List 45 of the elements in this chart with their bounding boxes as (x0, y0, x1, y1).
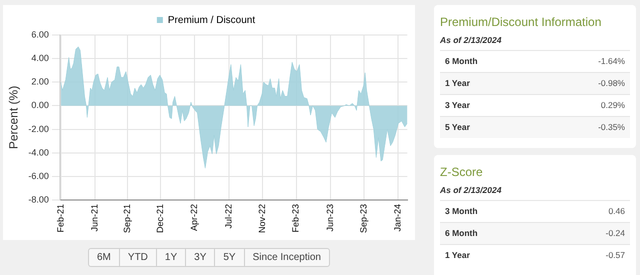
x-tick-label: Jun-23 (325, 204, 336, 232)
x-tick-label: Feb-23 (290, 204, 301, 233)
text: 0.46 (608, 206, 625, 216)
category-label: 6 Month (445, 228, 478, 238)
text: -0.35% (598, 122, 625, 132)
y-tick-label: 0.00 (31, 100, 49, 110)
category-label: 3 Year (445, 100, 470, 110)
x-tick-label: Jun-21 (90, 204, 100, 232)
text: 5Y (214, 249, 244, 266)
category-label: 6 Month (445, 56, 478, 66)
y-tick-label: 2.00 (31, 76, 49, 87)
y-tick-label: 4.00 (31, 53, 49, 64)
x-tick-label: Sep-21 (122, 204, 132, 234)
y-tick-label: -4.00 (28, 147, 49, 158)
text: 3Y (185, 249, 214, 266)
y-tick-label: -6.00 (28, 170, 49, 181)
text: As of 2/13/2024 (440, 35, 502, 45)
category-label: 5 Year (445, 122, 470, 132)
text: 6M (96, 251, 112, 265)
text: -0.98% (598, 78, 625, 88)
y-tick-label: -2.00 (28, 124, 49, 134)
text: -0.24 (606, 228, 625, 238)
x-tick-label: Sep-23 (358, 204, 368, 234)
category-label: 3 Month (445, 206, 478, 216)
x-tick-label: Jul-22 (223, 204, 234, 228)
x-tick-label: Apr-22 (189, 204, 200, 231)
x-tick-label: Feb-21 (55, 204, 66, 233)
text: Since Inception (244, 249, 329, 266)
text: Z-Score (440, 165, 484, 179)
x-tick-label: Nov-22 (256, 204, 267, 233)
text: -0.57 (606, 250, 625, 260)
text: 1Y (156, 249, 186, 266)
y-axis-title: Percent (%) (6, 86, 21, 150)
text: YTD (118, 249, 156, 266)
category-label: 1 Year (445, 78, 470, 88)
y-tick-label: -8.00 (28, 194, 49, 204)
y-tick-label: 6.00 (31, 29, 49, 40)
text: -1.64% (598, 56, 625, 66)
category-label: 1 Year (445, 250, 470, 260)
legend-label: Premium / Discount (168, 14, 256, 26)
x-tick-label: Jan-24 (392, 204, 403, 232)
text: As of 2/13/2024 (440, 185, 502, 195)
text: 0.29% (600, 100, 625, 110)
x-tick-label: Dec-21 (154, 204, 165, 233)
text: Premium/Discount Information (440, 15, 602, 29)
